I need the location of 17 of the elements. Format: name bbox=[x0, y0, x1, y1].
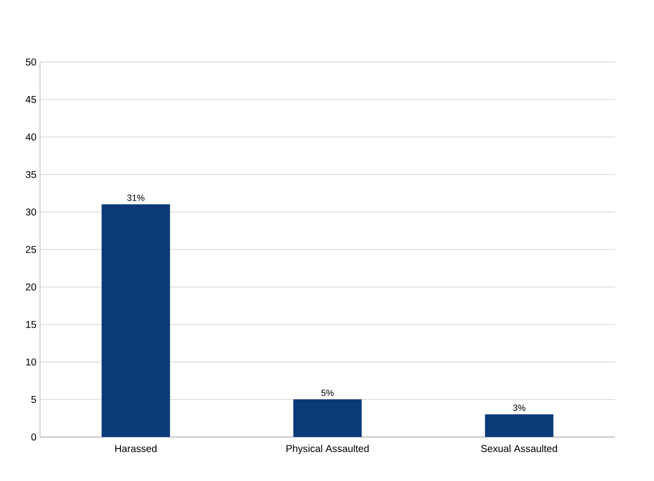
data-label: 31% bbox=[127, 194, 144, 201]
data-label: 3% bbox=[513, 404, 526, 411]
y-tick-label: 35 bbox=[26, 170, 36, 178]
y-tick-label: 15 bbox=[26, 321, 36, 328]
y-tick-label: 0 bbox=[31, 433, 36, 441]
y-tick-label: 20 bbox=[26, 283, 36, 291]
y-tick-label: 45 bbox=[26, 96, 36, 103]
y-tick-label: 50 bbox=[26, 58, 36, 66]
x-tick-label: Sexual Assaulted bbox=[481, 444, 558, 452]
y-tick-label: 40 bbox=[26, 133, 36, 141]
data-label: 5% bbox=[321, 390, 334, 396]
y-tick-label: 10 bbox=[26, 358, 36, 366]
y-tick-label: 30 bbox=[26, 208, 36, 216]
y-tick-label: 5 bbox=[31, 396, 36, 403]
x-tick-label: Physical Assaulted bbox=[286, 444, 369, 454]
x-tick-label: Harassed bbox=[115, 444, 157, 452]
y-tick-label: 25 bbox=[26, 246, 36, 254]
